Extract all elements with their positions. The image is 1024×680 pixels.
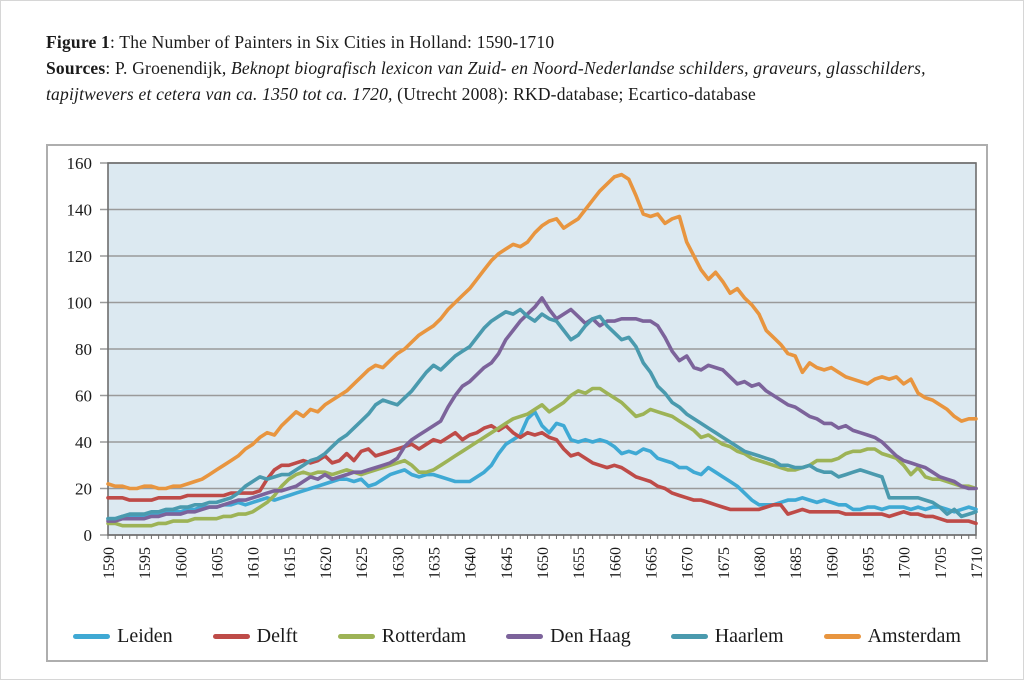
x-axis-tick-label: 1625: [354, 547, 371, 579]
x-axis-tick-label: 1655: [571, 547, 588, 579]
sources-label: Sources: [46, 58, 106, 78]
legend-label: Amsterdam: [867, 625, 961, 647]
legend-item-haarlem: Haarlem: [670, 625, 784, 648]
series-line-delft: [106, 423, 978, 526]
legend-label: Den Haag: [550, 625, 631, 647]
x-axis-tick-label: 1645: [499, 547, 516, 579]
legend-swatch: [212, 634, 250, 639]
x-axis-tick-label: 1635: [427, 547, 444, 579]
y-axis-tick-label: 140: [67, 201, 93, 220]
x-axis-tick-label: 1710: [969, 547, 986, 579]
x-axis-tick-label: 1595: [137, 547, 154, 579]
x-axis-tick-label: 1660: [607, 547, 624, 579]
legend-item-leiden: Leiden: [73, 625, 173, 648]
y-axis-tick-label: 120: [67, 247, 93, 266]
legend-item-rotterdam: Rotterdam: [337, 625, 467, 648]
x-axis-tick-label: 1680: [752, 547, 769, 579]
series-line-den-haag: [106, 296, 978, 523]
figure-caption: Figure 1: The Number of Painters in Six …: [46, 29, 962, 107]
legend-label: Delft: [256, 625, 298, 647]
x-axis-tick-label: 1665: [644, 547, 661, 579]
legend-swatch: [823, 634, 861, 639]
y-axis-tick-label: 40: [75, 433, 92, 452]
sources-line: Sources: P. Groenendijk, Beknopt biograf…: [46, 55, 962, 107]
legend-item-delft: Delft: [212, 625, 298, 648]
y-axis-tick-label: 160: [67, 154, 93, 173]
x-axis-tick-label: 1650: [535, 547, 552, 579]
x-axis-tick-label: 1700: [897, 547, 914, 579]
x-axis-tick-label: 1615: [282, 547, 299, 579]
x-axis-tick-label: 1670: [680, 547, 697, 579]
chart-svg: 0 20 40 60 80 100 120 140 160 1590 1595 1600 1605 161…: [67, 154, 987, 579]
chart-container: 0 20 40 60 80 100 120 140 160 1590 1595 1600 1605 161…: [46, 144, 988, 662]
legend-label: Rotterdam: [381, 625, 467, 647]
x-axis-tick-label: 1685: [788, 547, 805, 579]
legend-swatch: [73, 634, 111, 639]
series-line-amsterdam: [106, 172, 978, 491]
figure-title-text: : The Number of Painters in Six Cities i…: [109, 32, 555, 52]
series-line-leiden: [106, 409, 978, 521]
figure-label: Figure 1: [46, 32, 110, 52]
x-axis-tick-label: 1630: [390, 547, 407, 579]
x-axis-tick-label: 1640: [463, 547, 480, 579]
legend-swatch: [670, 634, 708, 639]
x-axis-tick-label: 1675: [716, 547, 733, 579]
legend-swatch: [337, 634, 375, 639]
sources-post: (Utrecht 2008): RKD-database; Ecartico-d…: [392, 84, 756, 104]
y-axis-tick-label: 100: [67, 294, 93, 313]
x-axis-tick-label: 1610: [246, 547, 263, 579]
legend-item-den-haag: Den Haag: [506, 625, 631, 648]
y-axis-tick-label: 60: [75, 387, 92, 406]
y-axis-tick-label: 80: [75, 340, 92, 359]
legend-label: Haarlem: [714, 625, 784, 647]
legend-label: Leiden: [117, 625, 173, 647]
x-axis-tick-label: 1690: [824, 547, 841, 579]
y-axis-tick-label: 0: [84, 526, 93, 545]
sources-pre: : P. Groenendijk,: [105, 58, 232, 78]
x-axis-tick-label: 1695: [861, 547, 878, 579]
x-axis-tick-label: 1590: [101, 547, 118, 579]
x-axis-tick-label: 1620: [318, 547, 335, 579]
figure-title-line: Figure 1: The Number of Painters in Six …: [46, 29, 962, 55]
sources-book-title: Beknopt biografisch lexicon van Zuid- en…: [46, 58, 926, 104]
series-line-rotterdam: [106, 386, 978, 528]
x-axis-tick-label: 1600: [173, 547, 190, 579]
x-axis-tick-label: 1705: [933, 547, 950, 579]
legend-swatch: [506, 634, 544, 639]
x-axis-tick-label: 1605: [210, 547, 227, 579]
legend-item-amsterdam: Amsterdam: [823, 625, 961, 648]
series-line-haarlem: [106, 307, 978, 521]
y-axis-tick-label: 20: [75, 480, 92, 499]
legend: Leiden Delft Rotterdam Den Haag Haarlem Amste…: [68, 625, 966, 648]
